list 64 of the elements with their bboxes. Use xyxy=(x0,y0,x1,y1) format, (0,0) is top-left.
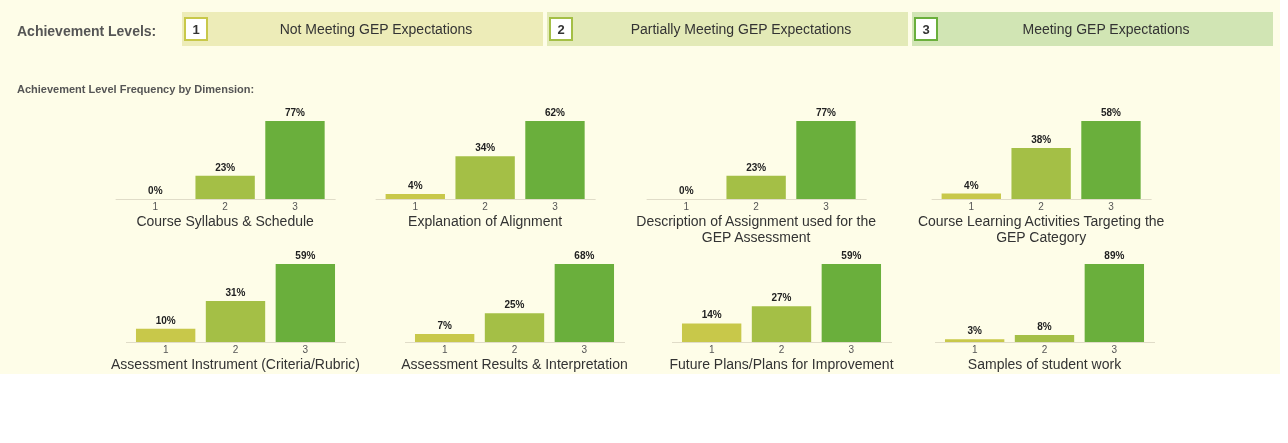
text: Explanation of Alignment xyxy=(408,213,563,229)
data-label: 59% xyxy=(295,250,316,261)
x-tick-label: 2 xyxy=(232,343,239,355)
x-tick-label: 2 xyxy=(753,200,760,212)
data-label: 8% xyxy=(1037,320,1052,332)
data-label: 59% xyxy=(841,250,862,261)
data-label: 0% xyxy=(148,185,163,196)
x-tick-label: 2 xyxy=(482,200,489,212)
x-tick-label: 3 xyxy=(823,200,830,212)
legend-title: Achievement Levels: xyxy=(17,23,157,39)
x-tick-label: 3 xyxy=(1108,200,1115,212)
data-label: 23% xyxy=(215,161,236,173)
data-label: 58% xyxy=(1100,107,1122,118)
data-label: 23% xyxy=(746,161,767,173)
data-label: 77% xyxy=(284,107,306,118)
data-label: 25% xyxy=(504,299,525,311)
category-label: 1 xyxy=(192,22,200,37)
data-label: 14% xyxy=(701,309,722,321)
text: Course Syllabus & Schedule xyxy=(136,213,315,229)
data-label: 77% xyxy=(815,107,837,118)
data-label: 10% xyxy=(155,314,176,326)
x-tick-label: 3 xyxy=(292,200,299,212)
x-tick-label: 2 xyxy=(1038,200,1045,212)
text: Assessment Results & Interpretation xyxy=(401,356,628,372)
text: Assessment Instrument (Criteria/Rubric) xyxy=(111,356,360,372)
text: Not Meeting GEP Expectations xyxy=(279,21,473,37)
x-tick-label: 3 xyxy=(1111,343,1118,355)
data-label: 38% xyxy=(1031,133,1052,145)
x-tick-label: 3 xyxy=(552,200,559,212)
data-label: 4% xyxy=(964,179,979,191)
data-label: 7% xyxy=(437,319,452,331)
data-label: 3% xyxy=(967,325,982,337)
data-label: 0% xyxy=(679,185,694,196)
category-label: 2 xyxy=(557,22,565,37)
category-label: 3 xyxy=(922,22,930,37)
data-label: 62% xyxy=(544,107,566,118)
x-tick-label: 3 xyxy=(302,343,309,355)
text: Partially Meeting GEP Expectations xyxy=(630,21,852,37)
data-label: 27% xyxy=(771,292,792,304)
text: Meeting GEP Expectations xyxy=(1022,21,1190,37)
text: Future Plans/Plans for Improvement xyxy=(669,356,894,372)
text: Samples of student work xyxy=(967,356,1123,372)
data-label: 34% xyxy=(475,142,496,154)
data-label: 68% xyxy=(574,250,595,261)
data-label: 89% xyxy=(1104,250,1125,261)
x-tick-label: 1 xyxy=(708,343,715,355)
x-tick-label: 3 xyxy=(581,343,588,355)
x-tick-label: 1 xyxy=(683,200,690,212)
text: Description of Assignment used for the GEP Assessment xyxy=(636,213,877,245)
x-tick-label: 1 xyxy=(412,200,419,212)
data-label: 31% xyxy=(225,287,246,299)
text: Achievement Level Frequency by Dimension: xyxy=(17,83,255,95)
x-tick-label: 2 xyxy=(778,343,785,355)
x-tick-label: 2 xyxy=(1041,343,1048,355)
data-label: 4% xyxy=(408,179,423,191)
x-tick-label: 1 xyxy=(152,200,159,212)
x-tick-label: 1 xyxy=(971,343,978,355)
x-tick-label: 1 xyxy=(162,343,169,355)
x-tick-label: 2 xyxy=(511,343,518,355)
x-tick-label: 1 xyxy=(968,200,975,212)
x-tick-label: 2 xyxy=(222,200,229,212)
text: Course Learning Activities Targeting the GEP Category xyxy=(917,213,1165,245)
x-tick-label: 1 xyxy=(441,343,448,355)
x-tick-label: 3 xyxy=(848,343,855,355)
